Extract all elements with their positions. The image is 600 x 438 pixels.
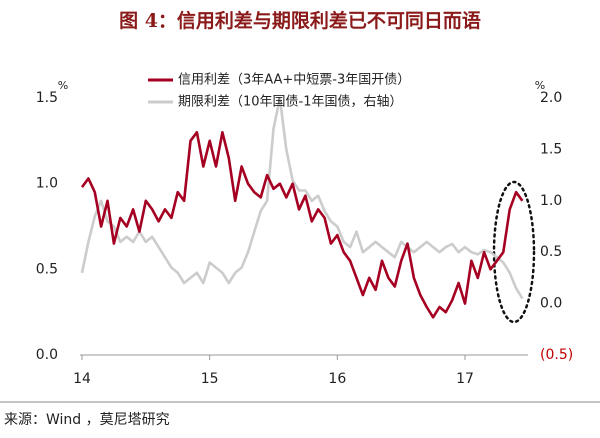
- y-tick-label: 1.0: [36, 176, 58, 192]
- x-tick-label: 17: [456, 371, 474, 387]
- y-tick-label: 0.5: [36, 261, 58, 277]
- y-tick-label: 1.5: [36, 90, 58, 106]
- y2-tick-label: 2.0: [540, 90, 562, 106]
- y2-tick-label: 1.0: [540, 193, 562, 209]
- series-line: [80, 96, 524, 300]
- y-unit: %: [58, 79, 68, 92]
- series-line: [80, 131, 524, 319]
- chart-title: 图 4：信用利差与期限利差已不可同日而语: [119, 9, 481, 32]
- highlight-ellipse: [492, 180, 536, 324]
- y2-unit: %: [535, 79, 545, 92]
- y2-tick-label: 0.0: [540, 296, 562, 312]
- legend-label: 期限利差（10年国债-1年国债，右轴）: [178, 95, 403, 110]
- x-tick-label: 15: [201, 371, 219, 387]
- y2-tick-label: (0.5): [540, 347, 573, 363]
- x-tick-label: 14: [73, 371, 91, 387]
- y2-tick-label: 1.5: [540, 141, 562, 157]
- legend-label: 信用利差（3年AA+中短票-3年国开债）: [178, 73, 410, 88]
- y-tick-label: 0.0: [36, 347, 58, 363]
- y2-tick-label: 0.5: [540, 244, 562, 260]
- x-tick-label: 16: [328, 371, 346, 387]
- source: 来源：Wind ，莫尼塔研究: [4, 412, 170, 428]
